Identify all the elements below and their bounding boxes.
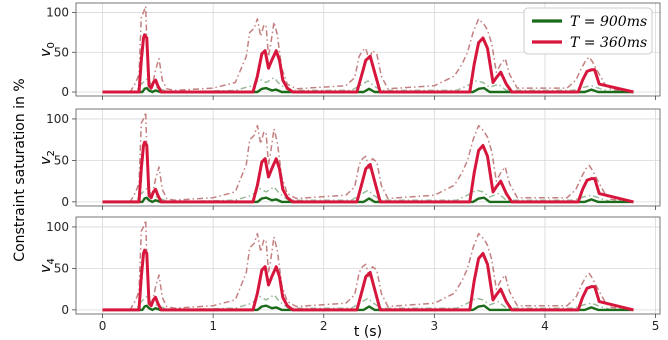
y-tick-label: 50 [54,45,69,59]
shared-y-axis-label: Constraint saturation in % [12,78,28,261]
series-line-3 [102,186,634,203]
y-tick-label: 50 [54,261,69,275]
y-tick-label: 50 [54,153,69,167]
series-line-1 [102,5,634,93]
x-tick-label: 0 [99,319,107,333]
y-tick-label: 0 [61,303,69,317]
panel-y-label-base: v [38,48,54,57]
x-tick-label: 1 [209,319,217,333]
subplot-1: 0 50 100 v2 [38,108,661,210]
panel-y-label-1: v2 [38,150,57,165]
x-tick-label: 4 [541,319,549,333]
y-tick-label: 100 [46,112,69,126]
series-line-3 [102,76,634,93]
panel-y-label-sub: 2 [46,150,57,156]
series-line-1 [102,219,634,311]
series-line-2 [102,196,634,204]
x-axis-label: t (s) [354,324,382,340]
x-tick-label: 5 [652,319,660,333]
panel-y-label-base: v [38,156,54,165]
legend-label-0: T = 900ms [570,14,647,30]
series-line-0 [102,33,634,94]
y-tick-label: 100 [46,6,69,20]
y-tick-label: 0 [61,85,69,99]
panel-y-label-sub: 0 [46,42,57,48]
plot-frame [75,216,661,315]
panel-y-label-sub: 4 [46,258,57,264]
series-line-1 [102,111,634,203]
x-tick-label: 3 [431,319,439,333]
series-line-2 [102,86,634,94]
legend-label-1: T = 360ms [570,35,647,51]
y-tick-label: 100 [46,220,69,234]
panel-y-label-0: v0 [38,42,57,57]
series-line-2 [102,304,634,312]
plot-frame [75,108,661,207]
legend: T = 900ms T = 360ms [523,7,653,55]
panel-y-label-2: v4 [38,258,57,273]
y-tick-label: 0 [61,195,69,209]
panel-y-label-base: v [38,264,54,273]
series-line-3 [102,294,634,311]
series-line-0 [102,248,634,312]
x-tick-label: 2 [320,319,328,333]
series-line-0 [102,140,634,204]
plot-frame [75,2,661,97]
